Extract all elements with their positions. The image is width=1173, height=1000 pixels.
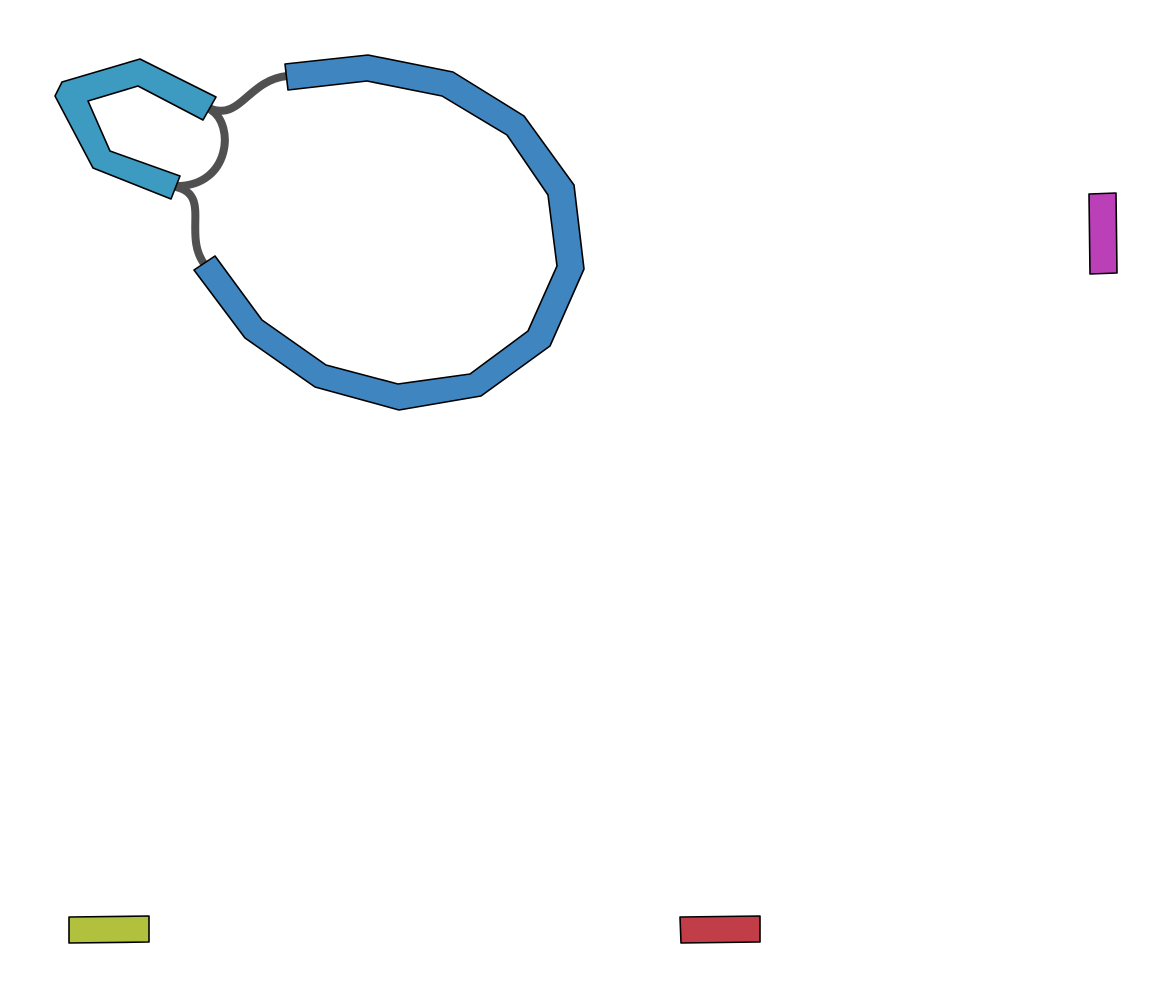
segments: [54, 54, 1118, 944]
link-small-to-large-top[interactable]: [205, 72, 291, 115]
links: [172, 72, 291, 269]
segment-large-loop[interactable]: [193, 54, 585, 411]
segment-olive-contig[interactable]: [68, 915, 150, 944]
segment-red-contig[interactable]: [679, 915, 761, 944]
segment-magenta-contig[interactable]: [1088, 192, 1118, 275]
link-small-to-large-bottom[interactable]: [172, 183, 209, 269]
segment-small-loop[interactable]: [54, 58, 217, 200]
link-small-self-loop[interactable]: [174, 106, 229, 190]
